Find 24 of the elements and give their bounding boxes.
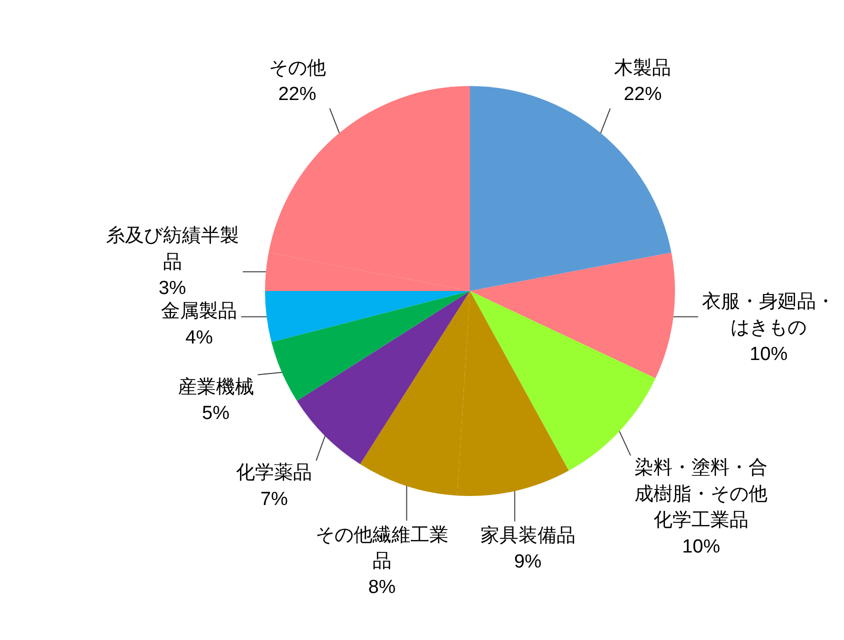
- slice-label: その他繊維工業品: [315, 524, 448, 572]
- data-label: 10%: [750, 344, 788, 365]
- slice-label: その他: [268, 58, 326, 80]
- slice-label: 糸及び紡績半製品: [106, 226, 239, 273]
- data-label: 22%: [624, 84, 662, 106]
- pie-slice: [296, 291, 470, 464]
- data-label: 8%: [368, 577, 396, 598]
- slice-label: 産業機械: [178, 376, 254, 398]
- slice-label: 染料・塗料・合成樹脂・その他化学工業品: [634, 456, 768, 532]
- pie-slice: [265, 291, 470, 342]
- slice-label: 家具装備品: [480, 524, 576, 546]
- slice-label: 木製品: [614, 58, 672, 80]
- pie-slice: [470, 86, 672, 291]
- slice-label: 金属製品: [161, 301, 238, 322]
- pie-slice: [271, 291, 470, 401]
- data-label: 5%: [202, 403, 230, 424]
- data-label: 22%: [278, 84, 316, 106]
- data-label: 9%: [514, 552, 542, 573]
- slice-label: 化学薬品: [236, 462, 312, 484]
- data-label: 3%: [158, 278, 186, 300]
- data-label: 4%: [185, 327, 213, 348]
- data-label: 10%: [682, 536, 720, 558]
- slice-label: 衣服・身廻品・はきもの: [702, 290, 836, 339]
- data-label: 7%: [260, 488, 288, 510]
